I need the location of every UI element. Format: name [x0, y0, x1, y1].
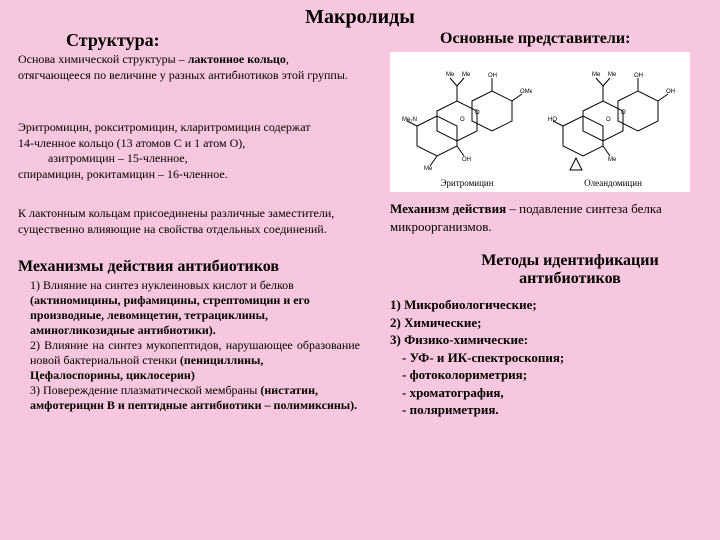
- mechanisms-list: 1) Влияние на синтез нуклеиновых кислот …: [30, 278, 360, 413]
- intro-bold: лактонное кольцо: [188, 52, 286, 66]
- svg-text:Me: Me: [608, 157, 617, 163]
- mech2-bold1: (пенициллины,: [180, 353, 264, 367]
- molecule-2: Me Me OH OH HO Me O O Олеандомицин: [548, 66, 678, 188]
- molecule-1-caption: Эритромицин: [402, 178, 532, 188]
- ident-s4: - поляриметрия.: [390, 401, 690, 419]
- mech1-pre: 1) Влияние на синтез нуклеиновых кислот …: [30, 278, 294, 292]
- svg-text:Me₂N: Me₂N: [402, 117, 417, 123]
- svg-text:O: O: [475, 110, 480, 116]
- mech-item-3b: амфотерицин В и пептидные антибиотики – …: [30, 398, 360, 413]
- page-title: Макролиды: [0, 6, 720, 29]
- members-l4: спирамицин, рокитамицин – 16-членное.: [18, 167, 358, 183]
- members-l1: Эритромицин, рокситромицин, кларитромици…: [18, 120, 358, 136]
- ident-s2: - фотоколориметрия;: [390, 366, 690, 384]
- svg-text:OH: OH: [634, 73, 643, 79]
- molecule-2-caption: Олеандомицин: [548, 178, 678, 188]
- substituents-paragraph: К лактонным кольцам присоединены различн…: [18, 206, 358, 237]
- mech-item-2b: Цефалоспорины, циклосерин): [30, 368, 360, 383]
- svg-text:OH: OH: [488, 73, 497, 79]
- representatives-heading: Основные представители:: [440, 30, 630, 48]
- mech-item-3a: 3) Повереждение плазматической мембраны …: [30, 383, 360, 398]
- ident-l2: 2) Химические;: [390, 314, 690, 332]
- svg-text:O: O: [460, 117, 465, 123]
- ident-l1: 1) Микробиологические;: [390, 296, 690, 314]
- svg-text:OMe: OMe: [520, 89, 532, 95]
- mech-item-1: 1) Влияние на синтез нуклеиновых кислот …: [30, 278, 360, 338]
- members-l2: 14-членное кольцо (13 атомов С и 1 атом …: [18, 136, 358, 152]
- mech-item-2a: 2) Влияние на синтез мукопептидов, наруш…: [30, 338, 360, 368]
- svg-text:OH: OH: [666, 89, 675, 95]
- svg-text:O: O: [621, 110, 626, 116]
- svg-text:Me: Me: [446, 72, 455, 78]
- ident-l3: 3) Физико-химические:: [390, 331, 690, 349]
- mechanisms-heading: Механизмы действия антибиотиков: [18, 258, 279, 276]
- svg-text:Me: Me: [592, 72, 601, 78]
- molecule-1-svg: Me Me OH OMe Me₂N Me OH O O: [402, 66, 532, 176]
- action-paragraph: Механизм действия – подавление синтеза б…: [390, 200, 695, 235]
- svg-text:O: O: [606, 117, 611, 123]
- intro-paragraph: Основа химической структуры – лактонное …: [18, 52, 358, 83]
- ident-s1: - УФ- и ИК-спектроскопия;: [390, 349, 690, 367]
- mech3-bold1: (нистатин,: [260, 383, 318, 397]
- svg-text:Me: Me: [424, 166, 433, 172]
- structure-heading: Структура:: [66, 30, 160, 51]
- svg-text:Me: Me: [462, 72, 471, 78]
- svg-text:Me: Me: [608, 72, 617, 78]
- molecule-2-svg: Me Me OH OH HO Me O O: [548, 66, 678, 176]
- identification-list: 1) Микробиологические; 2) Химические; 3)…: [390, 296, 690, 419]
- ident-s3: - хроматография,: [390, 384, 690, 402]
- svg-text:OH: OH: [462, 157, 471, 163]
- members-block: Эритромицин, рокситромицин, кларитромици…: [18, 120, 358, 182]
- identification-heading: Методы идентификации антибиотиков: [450, 252, 690, 289]
- molecule-panel: MeMe OHOMe Me₂NMeOH OO Эритромицин MeMe …: [390, 52, 690, 192]
- mech1-bold: (актиномицины, рифамицины, стрептомицин …: [30, 293, 310, 337]
- molecule-1: Me Me OH OMe Me₂N Me OH O O Эритромицин: [402, 66, 532, 188]
- action-bold: Механизм действия: [390, 201, 506, 216]
- members-l3: азитромицин – 15-членное,: [18, 151, 358, 167]
- mech3-pre: 3) Повереждение плазматической мембраны: [30, 383, 260, 397]
- intro-pre: Основа химической структуры –: [18, 52, 188, 66]
- svg-text:HO: HO: [548, 117, 557, 123]
